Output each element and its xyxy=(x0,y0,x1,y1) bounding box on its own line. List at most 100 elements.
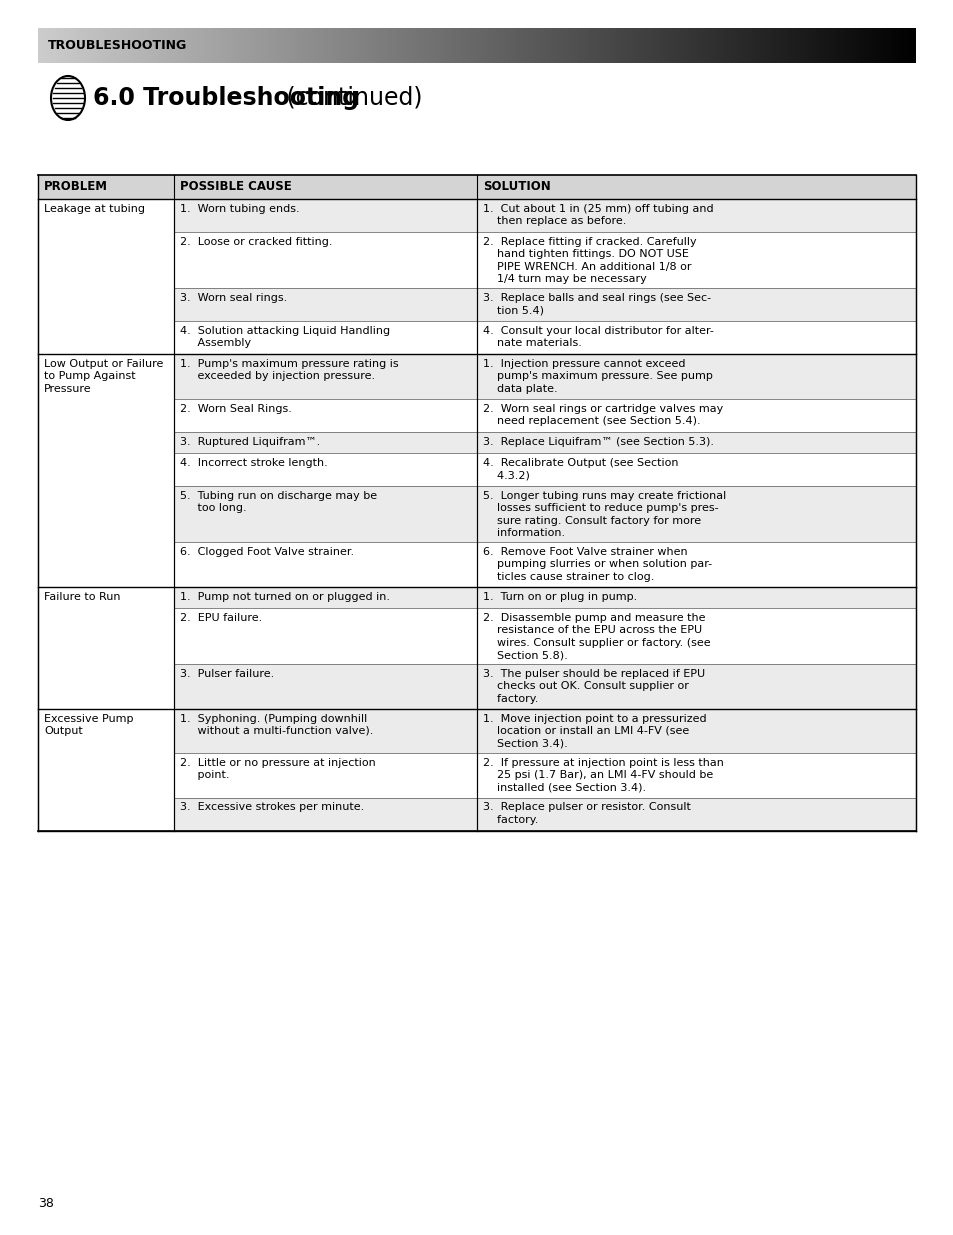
Bar xyxy=(88,28,91,63)
Bar xyxy=(365,28,368,63)
Bar xyxy=(742,28,745,63)
Bar xyxy=(225,28,228,63)
Text: TROUBLESHOOTING: TROUBLESHOOTING xyxy=(48,40,187,52)
Bar xyxy=(824,28,827,63)
Bar xyxy=(161,28,164,63)
Bar xyxy=(377,28,380,63)
Bar xyxy=(129,28,132,63)
Bar xyxy=(295,28,298,63)
Bar xyxy=(143,28,146,63)
Bar xyxy=(795,28,798,63)
Bar xyxy=(851,28,854,63)
Bar xyxy=(126,28,129,63)
Bar xyxy=(351,28,354,63)
Bar xyxy=(537,28,540,63)
Text: 38: 38 xyxy=(38,1197,53,1210)
Bar xyxy=(252,28,254,63)
Bar xyxy=(38,709,173,830)
Bar xyxy=(318,28,321,63)
Bar xyxy=(494,28,497,63)
Bar xyxy=(444,28,447,63)
Text: 5.  Tubing run on discharge may be
     too long.: 5. Tubing run on discharge may be too lo… xyxy=(180,492,376,514)
Bar xyxy=(178,28,181,63)
Bar xyxy=(433,28,436,63)
Bar xyxy=(544,28,547,63)
Text: Failure to Run: Failure to Run xyxy=(44,592,120,601)
Bar xyxy=(389,28,392,63)
Bar xyxy=(830,28,833,63)
Bar xyxy=(523,28,526,63)
Text: 2.  If pressure at injection point is less than
    25 psi (1.7 Bar), an LMI 4-F: 2. If pressure at injection point is les… xyxy=(482,758,723,793)
Bar xyxy=(73,28,76,63)
Bar xyxy=(307,28,310,63)
Bar xyxy=(172,28,175,63)
Bar xyxy=(658,28,660,63)
Bar xyxy=(491,28,494,63)
Bar xyxy=(885,28,889,63)
Text: 3.  Replace Liquifram™ (see Section 5.3).: 3. Replace Liquifram™ (see Section 5.3). xyxy=(482,436,713,447)
Bar xyxy=(324,28,328,63)
Text: 3.  Pulser failure.: 3. Pulser failure. xyxy=(180,669,274,679)
Bar xyxy=(287,28,290,63)
Bar xyxy=(476,354,915,399)
Text: 2.  EPU failure.: 2. EPU failure. xyxy=(180,613,262,622)
Bar xyxy=(406,28,409,63)
Bar xyxy=(485,28,488,63)
Bar xyxy=(848,28,851,63)
Bar xyxy=(112,28,114,63)
Bar xyxy=(895,28,898,63)
Bar xyxy=(868,28,871,63)
Text: SOLUTION: SOLUTION xyxy=(482,180,550,194)
Text: 2.  Little or no pressure at injection
     point.: 2. Little or no pressure at injection po… xyxy=(180,758,375,781)
Bar xyxy=(599,28,602,63)
Bar xyxy=(906,28,909,63)
Bar xyxy=(684,28,687,63)
Bar xyxy=(79,28,82,63)
Bar xyxy=(137,28,140,63)
Bar xyxy=(529,28,532,63)
Bar xyxy=(578,28,581,63)
Text: 1.  Pump not turned on or plugged in.: 1. Pump not turned on or plugged in. xyxy=(180,592,390,601)
Bar xyxy=(354,28,356,63)
Bar xyxy=(877,28,880,63)
Bar xyxy=(409,28,413,63)
Bar xyxy=(202,28,205,63)
Bar xyxy=(38,28,41,63)
Bar xyxy=(397,28,400,63)
Bar xyxy=(105,28,108,63)
Bar xyxy=(249,28,252,63)
Bar xyxy=(690,28,693,63)
Bar xyxy=(673,28,676,63)
Bar xyxy=(807,28,810,63)
Bar xyxy=(301,28,304,63)
Bar xyxy=(792,28,795,63)
Text: 4.  Incorrect stroke length.: 4. Incorrect stroke length. xyxy=(180,458,328,468)
Bar xyxy=(588,28,591,63)
Bar xyxy=(342,28,345,63)
Bar xyxy=(696,28,699,63)
Bar xyxy=(520,28,523,63)
Bar xyxy=(199,28,202,63)
Bar xyxy=(476,453,915,487)
Text: 2.  Loose or cracked fitting.: 2. Loose or cracked fitting. xyxy=(180,237,333,247)
Bar xyxy=(456,28,459,63)
Bar xyxy=(655,28,658,63)
Bar xyxy=(740,28,742,63)
Bar xyxy=(61,28,64,63)
Bar xyxy=(734,28,737,63)
Bar xyxy=(476,587,915,608)
Bar xyxy=(52,28,55,63)
Bar xyxy=(663,28,666,63)
Bar xyxy=(173,354,476,399)
Bar xyxy=(152,28,155,63)
Bar xyxy=(497,28,500,63)
Bar xyxy=(778,28,781,63)
Bar xyxy=(193,28,195,63)
Bar xyxy=(85,28,88,63)
Bar xyxy=(605,28,608,63)
Bar xyxy=(619,28,622,63)
Bar xyxy=(576,28,578,63)
Bar xyxy=(362,28,365,63)
Bar xyxy=(509,28,512,63)
Text: 1.  Syphoning. (Pumping downhill
     without a multi-function valve).: 1. Syphoning. (Pumping downhill without … xyxy=(180,714,373,736)
